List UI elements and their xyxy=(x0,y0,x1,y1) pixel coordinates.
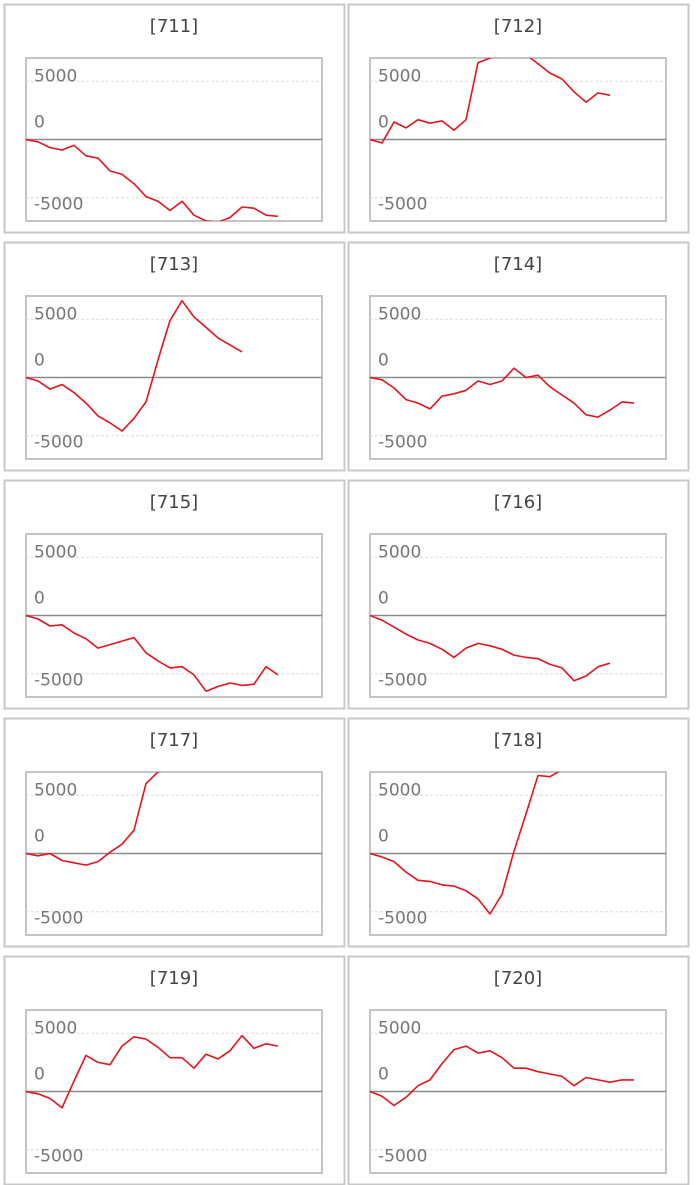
y-tick-label: -5000 xyxy=(378,671,427,691)
y-tick-label: -5000 xyxy=(34,909,83,929)
y-tick-label: -5000 xyxy=(378,909,427,929)
y-tick-label: 0 xyxy=(34,827,45,847)
y-tick-label: 0 xyxy=(378,827,389,847)
plot-series xyxy=(370,58,611,144)
y-tick-label: 5000 xyxy=(34,1018,77,1038)
y-tick-label: 0 xyxy=(378,113,389,133)
data-line xyxy=(26,138,279,221)
chart-title: [719] xyxy=(150,968,198,989)
y-tick-label: 5000 xyxy=(34,542,77,562)
y-tick-label: 0 xyxy=(378,1065,389,1085)
y-tick-label: -5000 xyxy=(34,1147,83,1167)
plot-series xyxy=(370,772,560,915)
chart-title: [718] xyxy=(494,730,542,751)
data-line xyxy=(370,614,611,682)
chart-title: [715] xyxy=(150,492,198,513)
plot-series xyxy=(370,1045,634,1107)
chart-title: [716] xyxy=(494,492,542,513)
y-tick-label: -5000 xyxy=(378,433,427,453)
data-line xyxy=(370,772,560,915)
data-line xyxy=(26,772,161,866)
chart-title: [720] xyxy=(494,968,542,989)
chart-title: [711] xyxy=(150,16,198,37)
plot-series xyxy=(26,772,161,866)
plot-series xyxy=(26,1034,279,1109)
data-line xyxy=(370,367,635,418)
plot-series xyxy=(26,138,279,221)
plot-series xyxy=(26,614,279,693)
y-tick-label: 0 xyxy=(34,351,45,371)
y-tick-label: 0 xyxy=(34,1065,45,1085)
y-tick-label: 5000 xyxy=(34,66,77,86)
y-tick-label: -5000 xyxy=(34,433,83,453)
y-tick-label: -5000 xyxy=(378,1147,427,1167)
chart-title: [714] xyxy=(494,254,542,275)
plot-series xyxy=(370,614,611,682)
y-tick-label: 5000 xyxy=(378,304,421,324)
y-tick-label: 5000 xyxy=(34,780,77,800)
data-line xyxy=(26,1034,279,1109)
y-tick-label: -5000 xyxy=(378,195,427,215)
plot-series xyxy=(370,367,635,418)
y-tick-label: 5000 xyxy=(378,542,421,562)
y-tick-label: 0 xyxy=(34,589,45,609)
y-tick-label: 5000 xyxy=(378,66,421,86)
data-line xyxy=(370,1045,634,1107)
chart-title: [713] xyxy=(150,254,198,275)
y-tick-label: -5000 xyxy=(34,195,83,215)
chart-title: [717] xyxy=(150,730,198,751)
data-line xyxy=(370,58,611,144)
y-tick-label: 0 xyxy=(34,113,45,133)
y-tick-label: 5000 xyxy=(378,780,421,800)
y-tick-label: 0 xyxy=(378,589,389,609)
y-tick-label: 0 xyxy=(378,351,389,371)
y-tick-label: 5000 xyxy=(34,304,77,324)
chart-title: [712] xyxy=(494,16,542,37)
data-line xyxy=(26,614,279,693)
plot-series xyxy=(26,299,243,432)
y-tick-label: -5000 xyxy=(34,671,83,691)
data-line xyxy=(26,299,243,432)
y-tick-label: 5000 xyxy=(378,1018,421,1038)
